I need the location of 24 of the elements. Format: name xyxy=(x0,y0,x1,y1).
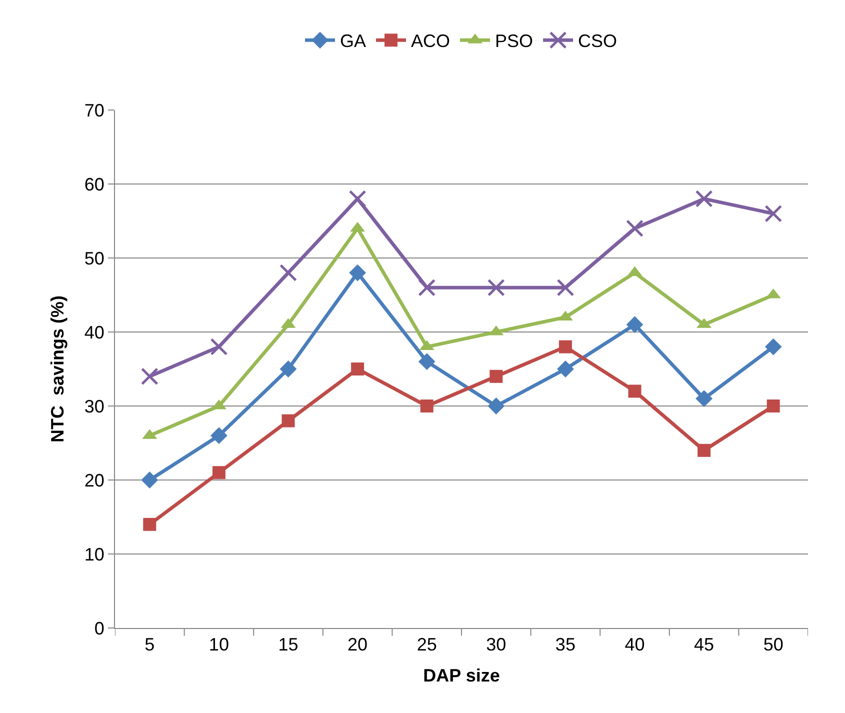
x-tick-label: 50 xyxy=(763,634,784,655)
x-tick-label: 40 xyxy=(624,634,645,655)
x-tick-label: 20 xyxy=(348,634,368,655)
y-axis-title: NTC savings (%) xyxy=(48,295,68,443)
legend-label: ACO xyxy=(411,31,450,52)
y-tick-label: 0 xyxy=(94,618,104,638)
legend-label: PSO xyxy=(495,31,534,52)
y-tick-label: 70 xyxy=(84,100,104,120)
legend-label: GA xyxy=(340,31,366,52)
x-tick-label: 45 xyxy=(694,634,714,655)
y-tick-label: 10 xyxy=(84,544,104,564)
x-tick-label: 30 xyxy=(486,634,506,655)
y-tick-label: 60 xyxy=(84,174,104,194)
y-tick-label: 20 xyxy=(84,470,104,490)
x-tick-label: 10 xyxy=(208,634,229,655)
x-tick-label: 15 xyxy=(278,634,298,655)
legend-label: CSO xyxy=(578,31,618,52)
x-tick-label: 35 xyxy=(555,634,576,655)
x-tick-label: 25 xyxy=(416,634,437,655)
x-tick-label: 5 xyxy=(144,634,155,655)
y-tick-label: 30 xyxy=(84,396,104,416)
y-tick-label: 40 xyxy=(84,322,104,342)
x-axis-title: DAP size xyxy=(423,666,500,686)
y-tick-label: 50 xyxy=(84,248,104,268)
